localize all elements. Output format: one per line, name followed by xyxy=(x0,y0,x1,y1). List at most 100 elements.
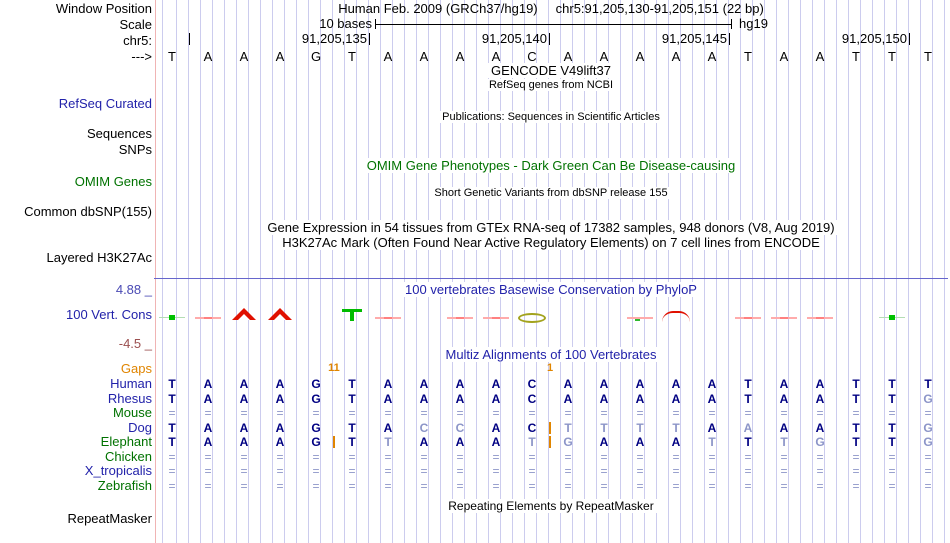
alignment-base: = xyxy=(492,406,500,420)
phylop-mark-red-line xyxy=(447,317,473,319)
alignment-base: T xyxy=(168,421,176,435)
sequence-base: A xyxy=(203,49,213,64)
alignment-base: A xyxy=(815,421,825,435)
alignment-base: = xyxy=(816,464,824,478)
alignment-base: = xyxy=(528,464,536,478)
alignment-base: = xyxy=(888,464,896,478)
alignment-base: T xyxy=(744,377,752,391)
gaps-label[interactable]: Gaps xyxy=(120,361,152,376)
alignment-base: = xyxy=(924,406,932,420)
alignment-base: = xyxy=(816,406,824,420)
alignment-base: A xyxy=(491,392,501,406)
insertion-bar xyxy=(333,436,335,448)
alignment-base: T xyxy=(348,435,356,449)
species-label-chicken[interactable]: Chicken xyxy=(105,449,152,464)
alignment-base: = xyxy=(384,450,392,464)
species-label-x_tropicalis[interactable]: X_tropicalis xyxy=(84,463,152,478)
gtex-track-title[interactable]: Gene Expression in 54 tissues from GTEx … xyxy=(154,220,948,235)
phylop-mark-red-line xyxy=(375,317,401,319)
vert-cons-label[interactable]: 100 Vert. Cons xyxy=(66,307,152,322)
alignment-base: A xyxy=(815,377,825,391)
sequence-base: G xyxy=(310,49,322,64)
common-dbsnp-label[interactable]: Common dbSNP(155) xyxy=(24,204,152,219)
alignment-base: = xyxy=(708,464,716,478)
refseq-track-subtitle[interactable]: RefSeq genes from NCBI xyxy=(154,79,948,91)
refseq-curated-label[interactable]: RefSeq Curated xyxy=(58,96,152,111)
dbsnp-track-title[interactable]: Short Genetic Variants from dbSNP releas… xyxy=(154,187,948,199)
species-label-elephant[interactable]: Elephant xyxy=(100,434,152,449)
alignment-base: T xyxy=(564,421,572,435)
species-label-zebrafish[interactable]: Zebrafish xyxy=(97,478,152,493)
alignment-base: = xyxy=(708,479,716,493)
alignment-base: A xyxy=(491,435,501,449)
alignment-base: A xyxy=(599,392,609,406)
alignment-base: T xyxy=(348,421,356,435)
publications-track-title[interactable]: Publications: Sequences in Scientific Ar… xyxy=(154,111,948,123)
omim-track-title[interactable]: OMIM Gene Phenotypes - Dark Green Can Be… xyxy=(154,158,948,173)
phylop-track-top-line xyxy=(154,278,948,279)
alignment-base: = xyxy=(780,464,788,478)
alignment-base: G xyxy=(923,435,933,449)
layered-h3k27ac-label[interactable]: Layered H3K27Ac xyxy=(46,250,152,265)
alignment-base: A xyxy=(671,392,681,406)
alignment-base: = xyxy=(312,406,320,420)
species-label-mouse[interactable]: Mouse xyxy=(112,405,152,420)
alignment-base: = xyxy=(852,479,860,493)
species-label-human[interactable]: Human xyxy=(110,376,152,391)
sequence-base: C xyxy=(527,49,537,64)
omim-genes-label[interactable]: OMIM Genes xyxy=(74,174,152,189)
sequence-base: A xyxy=(239,49,249,64)
alignment-base: = xyxy=(204,464,212,478)
alignment-base: T xyxy=(888,377,896,391)
alignment-base: = xyxy=(348,464,356,478)
gencode-track-title[interactable]: GENCODE V49lift37 xyxy=(154,63,948,78)
alignment-base: A xyxy=(383,421,393,435)
h3k27ac-track-title[interactable]: H3K27Ac Mark (Often Found Near Active Re… xyxy=(154,235,948,250)
alignment-base: = xyxy=(456,479,464,493)
alignment-base: T xyxy=(528,435,536,449)
alignment-base: A xyxy=(275,421,285,435)
sequence-base: A xyxy=(275,49,285,64)
phylop-mark-red-line xyxy=(483,317,509,319)
alignment-base: = xyxy=(816,450,824,464)
species-label-rhesus[interactable]: Rhesus xyxy=(107,391,152,406)
sequences-label[interactable]: Sequences xyxy=(86,126,152,141)
sequence-base: T xyxy=(924,49,932,64)
alignment-base: = xyxy=(636,464,644,478)
phylop-mark-red-line xyxy=(771,317,797,319)
alignment-base: = xyxy=(204,406,212,420)
phylop-mark-red-line xyxy=(735,317,761,319)
alignment-base: A xyxy=(779,377,789,391)
scale-bar xyxy=(375,19,732,29)
alignment-base: = xyxy=(420,464,428,478)
snps-label[interactable]: SNPs xyxy=(118,142,152,157)
sequence-base: A xyxy=(491,49,501,64)
alignment-base: = xyxy=(888,450,896,464)
phylop-track-title[interactable]: 100 vertebrates Basewise Conservation by… xyxy=(154,282,948,297)
repeatmasker-track-title[interactable]: Repeating Elements by RepeatMasker xyxy=(154,499,948,513)
alignment-base: = xyxy=(780,479,788,493)
alignment-base: A xyxy=(779,421,789,435)
alignment-base: T xyxy=(852,392,860,406)
alignment-base: A xyxy=(671,435,681,449)
alignment-base: = xyxy=(312,450,320,464)
alignment-base: A xyxy=(383,392,393,406)
alignment-base: = xyxy=(348,479,356,493)
alignment-base: T xyxy=(348,377,356,391)
species-label-dog[interactable]: Dog xyxy=(128,420,152,435)
coordinate-tick xyxy=(549,33,550,45)
alignment-base: A xyxy=(239,377,249,391)
alignment-base: T xyxy=(852,435,860,449)
alignment-base: A xyxy=(203,377,213,391)
repeatmasker-label[interactable]: RepeatMasker xyxy=(67,511,152,526)
multiz-track-title[interactable]: Multiz Alignments of 100 Vertebrates xyxy=(154,347,948,362)
alignment-base: G xyxy=(311,435,321,449)
alignment-base: = xyxy=(924,464,932,478)
alignment-base: = xyxy=(240,406,248,420)
alignment-base: A xyxy=(491,421,501,435)
alignment-base: = xyxy=(888,479,896,493)
gap-size-label: 11 xyxy=(328,362,340,374)
alignment-base: A xyxy=(419,392,429,406)
coordinate-label: 91,205,140 xyxy=(481,31,547,46)
